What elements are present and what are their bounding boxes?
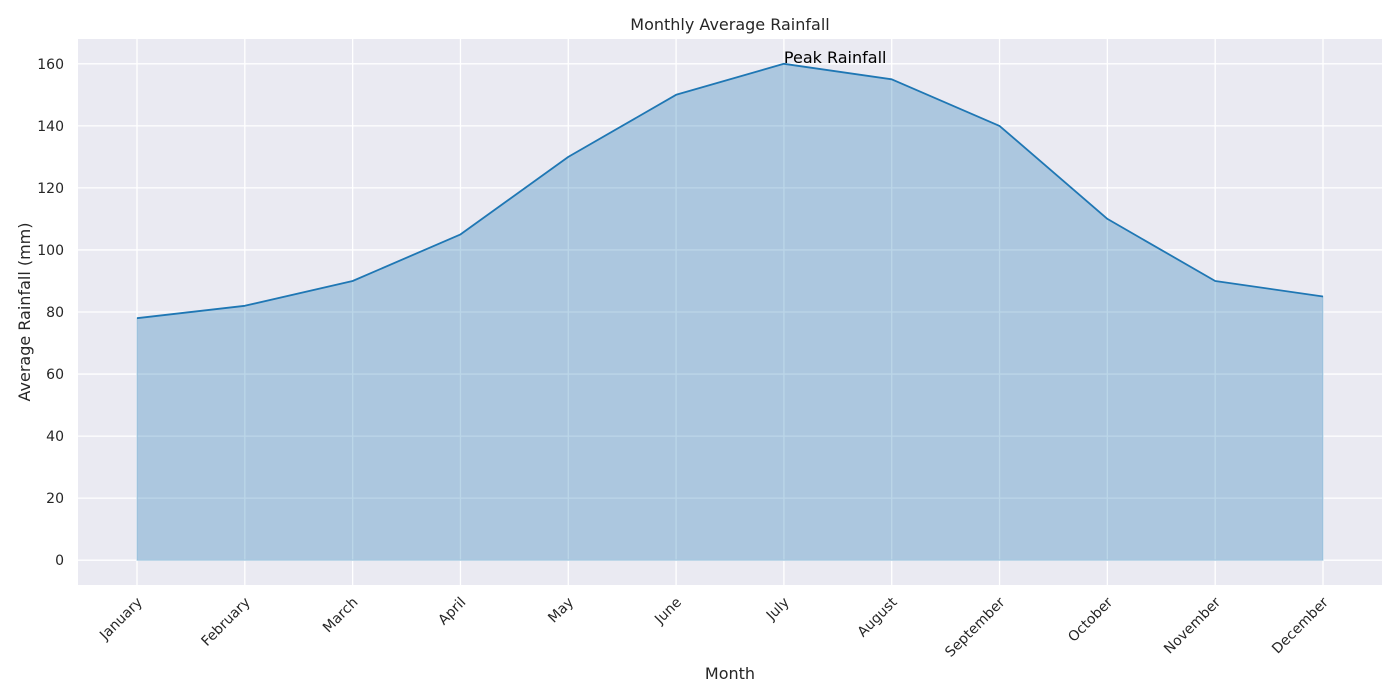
- x-axis-ticks: January February March April May June July Augu…: [96, 594, 1332, 660]
- y-axis-ticks: 0 20 40 60 80 100 120 140 160: [37, 57, 64, 569]
- x-tick-label: October: [1065, 594, 1116, 645]
- x-tick-label: January: [96, 595, 146, 645]
- x-tick-label: July: [763, 595, 793, 625]
- y-axis-title: Average Rainfall (mm): [15, 222, 34, 401]
- x-tick-label: August: [855, 594, 901, 640]
- x-tick-label: June: [651, 595, 685, 629]
- x-tick-label: April: [435, 595, 469, 629]
- x-tick-label: March: [320, 595, 361, 636]
- x-tick-label: May: [545, 595, 577, 627]
- x-tick-label: February: [198, 595, 253, 650]
- x-tick-label: November: [1161, 594, 1224, 657]
- chart-title: Monthly Average Rainfall: [630, 15, 829, 34]
- y-tick-label: 160: [37, 57, 64, 73]
- y-tick-label: 120: [37, 181, 64, 197]
- peak-annotation: Peak Rainfall: [784, 48, 887, 67]
- y-tick-label: 140: [37, 119, 64, 135]
- y-tick-label: 0: [55, 553, 64, 569]
- x-tick-label: September: [942, 594, 1008, 660]
- y-tick-label: 40: [46, 429, 64, 445]
- series-line: [136, 62, 1324, 320]
- y-tick-label: 20: [46, 491, 64, 507]
- grid-lines: [78, 39, 1382, 585]
- x-axis-title: Month: [705, 664, 755, 683]
- y-tick-label: 80: [46, 305, 64, 321]
- y-tick-label: 100: [37, 243, 64, 259]
- x-tick-label: December: [1269, 594, 1332, 657]
- y-tick-label: 60: [46, 367, 64, 383]
